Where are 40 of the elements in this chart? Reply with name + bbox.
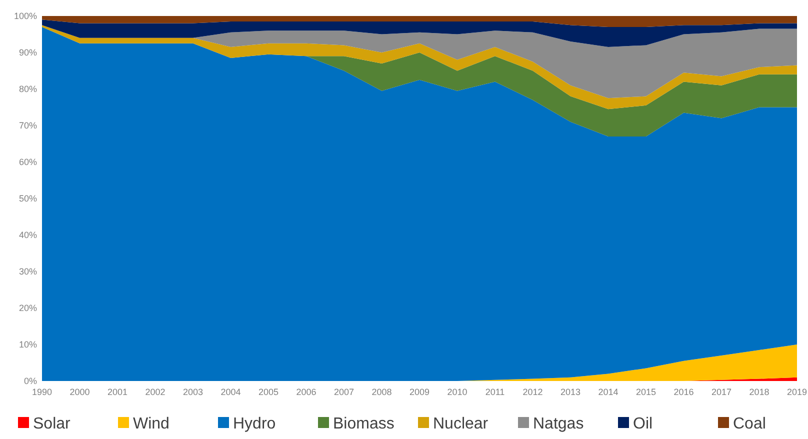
x-tick-label: 2009	[409, 387, 430, 397]
y-tick-label: 80%	[18, 84, 37, 94]
y-tick-label: 0%	[24, 376, 37, 386]
x-tick-label: 2003	[182, 387, 204, 397]
x-tick-label: 2007	[334, 387, 354, 397]
x-tick-label: 2016	[674, 387, 694, 397]
y-tick-label: 30%	[18, 266, 37, 277]
x-tick-label: 2017	[711, 387, 732, 397]
x-tick-label: 2008	[372, 387, 392, 397]
x-tick-label: 2012	[522, 387, 543, 397]
x-tick-label: 2019	[786, 387, 808, 397]
x-tick-label: 2002	[145, 387, 166, 397]
x-tick-label: 2010	[447, 387, 468, 397]
y-tick-label: 100%	[14, 11, 37, 22]
legend-label: Biomass	[333, 416, 394, 433]
x-tick-label: 2005	[258, 387, 279, 397]
x-tick-label: 1990	[32, 387, 52, 397]
x-tick-label: 2000	[70, 387, 90, 397]
legend-label: Nuclear	[433, 416, 489, 433]
x-tick-label: 2001	[107, 387, 128, 397]
legend-label: Coal	[733, 416, 766, 433]
y-tick-label: 20%	[18, 303, 37, 314]
legend-label: Wind	[133, 416, 170, 433]
y-tick-label: 50%	[18, 194, 37, 204]
y-tick-label: 60%	[18, 157, 37, 168]
x-tick-label: 2014	[598, 387, 618, 397]
y-tick-label: 10%	[18, 340, 37, 350]
legend-label: Hydro	[233, 416, 276, 433]
x-tick-label: 2015	[636, 387, 656, 397]
x-tick-label: 2011	[485, 387, 505, 397]
y-tick-label: 70%	[18, 120, 37, 131]
x-tick-label: 2006	[296, 387, 316, 397]
y-tick-label: 40%	[18, 230, 37, 240]
x-tick-label: 2013	[560, 387, 581, 397]
x-tick-label: 2004	[220, 387, 241, 397]
legend-label: Oil	[633, 416, 653, 433]
legend-label: Natgas	[533, 416, 584, 433]
y-tick-label: 90%	[18, 48, 37, 58]
legend-label: Solar	[33, 416, 72, 433]
x-tick-label: 2018	[749, 387, 770, 397]
